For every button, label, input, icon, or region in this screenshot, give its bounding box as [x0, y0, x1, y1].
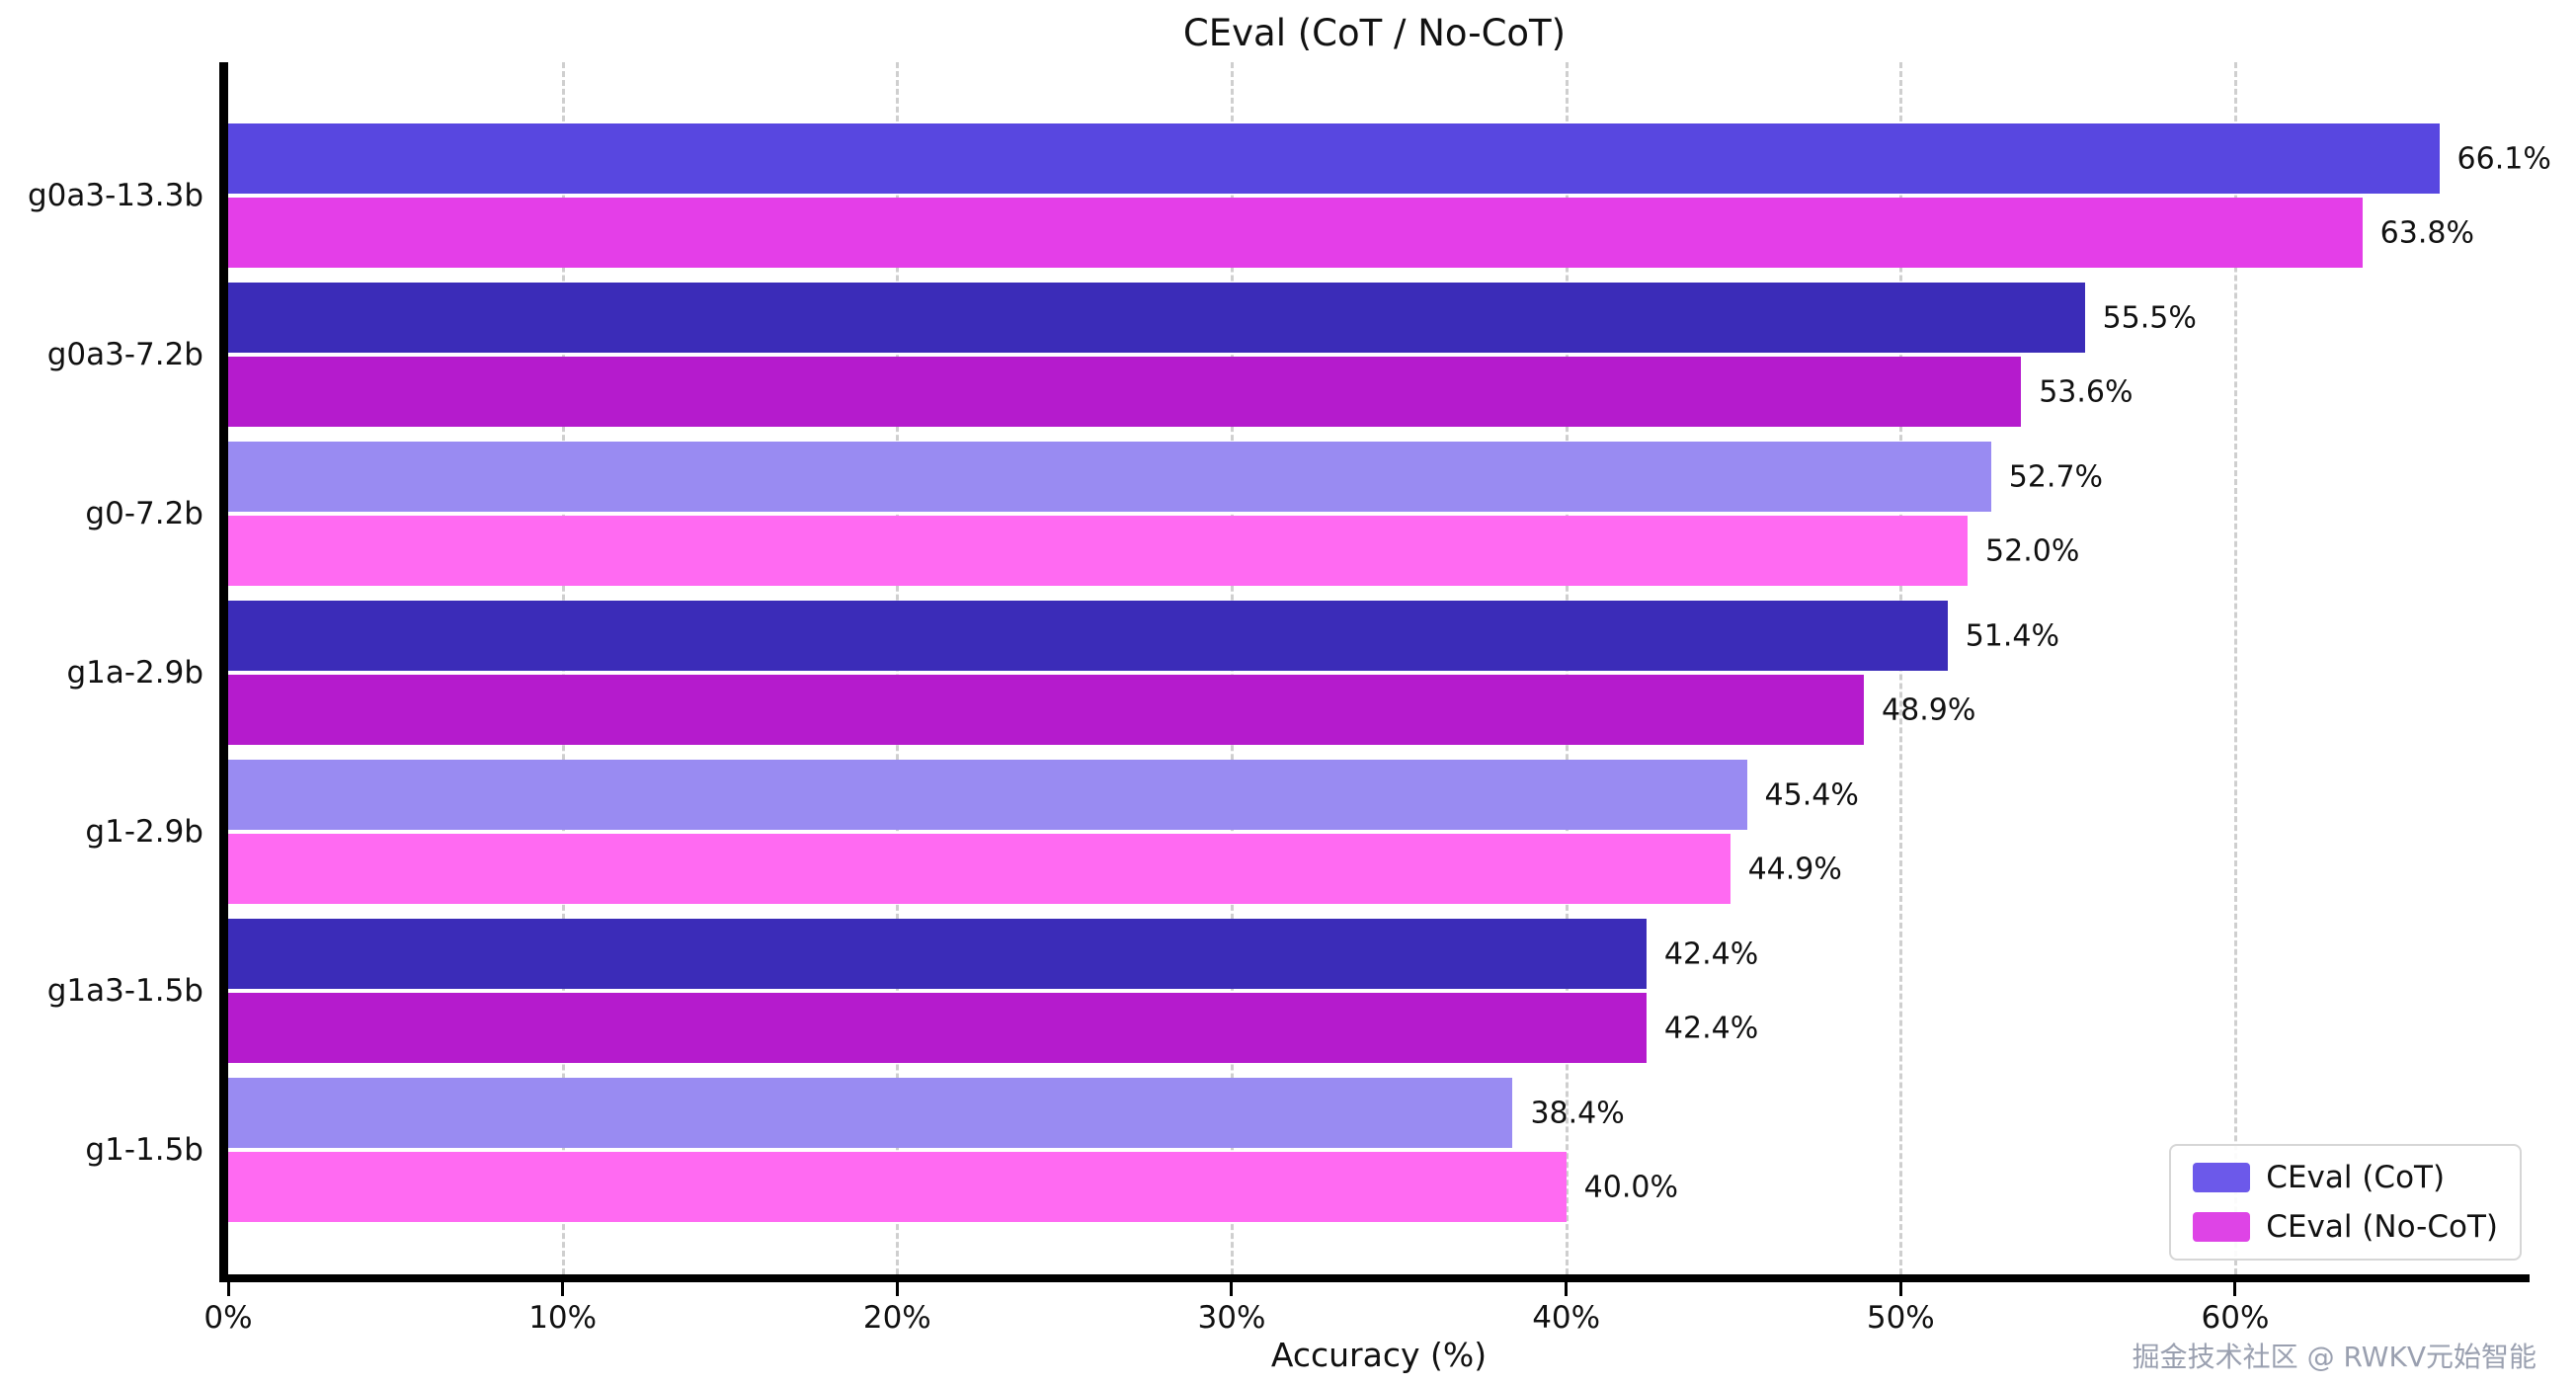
x-tick-label: 0%: [203, 1300, 253, 1336]
x-tick-label: 10%: [528, 1300, 598, 1336]
y-tick-label: g0-7.2b: [85, 496, 203, 531]
bar-value-label: 42.4%: [1663, 937, 1759, 971]
legend-swatch: [2193, 1163, 2251, 1192]
bar-value-label: 63.8%: [2379, 215, 2474, 250]
bar-g1-2.9b-cot: [228, 760, 1747, 830]
bar-value-label: 48.9%: [1882, 692, 1976, 727]
y-tick-label: g0a3-7.2b: [46, 337, 203, 372]
x-tick-label: 60%: [2201, 1300, 2270, 1336]
y-tick-label: g1-2.9b: [85, 814, 203, 850]
x-tick-mark: [561, 1282, 565, 1296]
legend-item: CEval (No-CoT): [2193, 1209, 2498, 1245]
grid-line: [2233, 62, 2237, 1274]
bar-g1a-2.9b-cot: [228, 601, 1948, 671]
bar-value-label: 42.4%: [1663, 1011, 1759, 1045]
y-tick-label: g1a-2.9b: [66, 655, 203, 691]
x-tick-mark: [226, 1282, 230, 1296]
x-tick-mark: [895, 1282, 899, 1296]
watermark: 掘金技术社区 @ RWKV元始智能: [2133, 1336, 2536, 1375]
bar-value-label: 53.6%: [2039, 374, 2133, 409]
bar-value-label: 52.7%: [2008, 459, 2104, 494]
bar-value-label: 45.4%: [1764, 777, 1859, 812]
y-tick-label: g1-1.5b: [85, 1132, 203, 1168]
bar-value-label: 44.9%: [1747, 852, 1842, 886]
x-tick-label: 20%: [862, 1300, 931, 1336]
chart-title: CEval (CoT / No-CoT): [1182, 12, 1567, 54]
plot-area: 66.1% 63.8% 55.5% 53.6% 52.7% 52.0% 51.4% 48.9%…: [219, 62, 2551, 1282]
bar-value-label: 51.4%: [1965, 618, 2060, 653]
x-axis-title: Accuracy (%): [1270, 1336, 1488, 1374]
bar-g0a3-7.2b-nocot: [228, 357, 2022, 427]
y-tick-label: g0a3-13.3b: [27, 178, 203, 213]
legend-item: CEval (CoT): [2193, 1160, 2498, 1195]
bar-value-label: 38.4%: [1530, 1096, 1625, 1130]
bar-g1a3-1.5b-nocot: [228, 993, 1647, 1063]
bar-g0a3-13.3b-nocot: [228, 198, 2363, 268]
x-tick-label: 30%: [1197, 1300, 1266, 1336]
legend-label: CEval (CoT): [2266, 1160, 2446, 1195]
watermark-text: 掘金技术社区 @ RWKV元始智能: [2132, 1341, 2536, 1373]
legend: CEval (CoT) CEval (No-CoT): [2169, 1144, 2522, 1261]
x-tick-mark: [1565, 1282, 1569, 1296]
bar-g1a-2.9b-nocot: [228, 675, 1865, 745]
bar-g1-2.9b-nocot: [228, 834, 1731, 904]
x-tick-label: 50%: [1866, 1300, 1935, 1336]
legend-label: CEval (No-CoT): [2266, 1209, 2498, 1245]
x-tick-mark: [1230, 1282, 1234, 1296]
bar-g0-7.2b-nocot: [228, 516, 1969, 586]
x-tick-mark: [2233, 1282, 2237, 1296]
x-tick-mark: [1898, 1282, 1902, 1296]
bar-value-label: 55.5%: [2102, 300, 2197, 335]
x-tick-label: 40%: [1532, 1300, 1601, 1336]
bar-value-label: 52.0%: [1985, 533, 2080, 568]
bar-value-label: 66.1%: [2456, 141, 2551, 176]
bar-g0-7.2b-cot: [228, 442, 1991, 512]
legend-swatch: [2193, 1212, 2251, 1242]
bar-g0a3-7.2b-cot: [228, 283, 2085, 353]
bar-g1a3-1.5b-cot: [228, 919, 1647, 989]
bar-g0a3-13.3b-cot: [228, 123, 2440, 194]
bar-value-label: 40.0%: [1583, 1170, 1678, 1204]
y-tick-label: g1a3-1.5b: [46, 973, 203, 1009]
bar-g1-1.5b-cot: [228, 1078, 1513, 1148]
bar-g1-1.5b-nocot: [228, 1152, 1567, 1222]
